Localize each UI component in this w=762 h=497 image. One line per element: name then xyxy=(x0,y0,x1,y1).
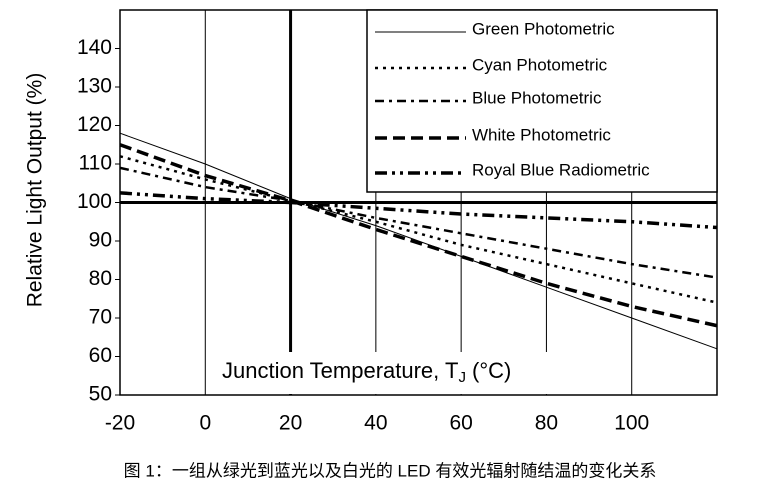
y-tick-label: 90 xyxy=(89,229,112,252)
legend-label: Cyan Photometric xyxy=(472,55,608,74)
series-line xyxy=(119,166,718,279)
legend-label: Royal Blue Radiometric xyxy=(472,160,650,179)
x-tick-label: 20 xyxy=(279,412,302,435)
x-axis-title-part: (°C) xyxy=(466,358,511,383)
x-axis-title: Junction Temperature, TJ (°C) xyxy=(222,358,511,386)
series-line xyxy=(119,155,718,304)
x-axis-title-box xyxy=(210,352,585,394)
y-tick-label: 140 xyxy=(77,36,112,59)
series-line xyxy=(119,132,718,350)
legend-label: White Photometric xyxy=(472,125,611,144)
y-tick-label: 60 xyxy=(89,344,112,367)
series-line xyxy=(119,143,718,328)
y-tick-label: 130 xyxy=(77,75,112,98)
y-tick-label: 100 xyxy=(77,190,112,213)
x-tick-label: 0 xyxy=(199,412,211,435)
x-tick-label: 40 xyxy=(364,412,387,435)
y-tick-label: 110 xyxy=(79,152,112,175)
x-axis-title-part: Junction Temperature, T xyxy=(222,358,458,383)
series-line xyxy=(119,191,718,230)
y-tick-label: 120 xyxy=(77,113,112,136)
caption: 图 1：一组从绿光到蓝光以及白光的 LED 有效光辐射随结温的变化关系 xyxy=(124,461,657,480)
x-tick-label: 80 xyxy=(535,412,558,435)
legend-label: Green Photometric xyxy=(472,19,615,38)
y-tick-label: 80 xyxy=(89,267,112,290)
legend-label: Blue Photometric xyxy=(472,88,602,107)
y-axis-title: Relative Light Output (%) xyxy=(24,73,47,308)
y-tick-label: 50 xyxy=(89,383,112,406)
x-tick-label: 60 xyxy=(449,412,472,435)
x-tick-label: -20 xyxy=(105,412,135,435)
x-axis-title-sub: J xyxy=(458,369,466,386)
y-tick-label: 70 xyxy=(89,306,112,329)
x-tick-label: 100 xyxy=(614,412,649,435)
